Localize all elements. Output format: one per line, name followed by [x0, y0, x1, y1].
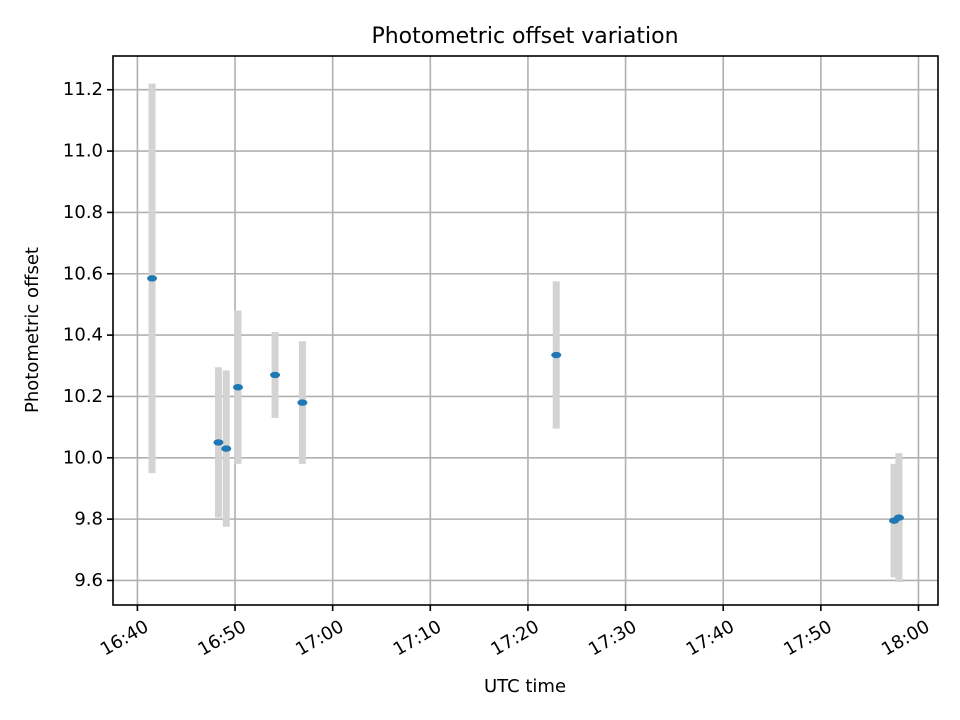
y-axis-label: Photometric offset: [22, 247, 43, 413]
data-point: [221, 445, 232, 452]
y-tick-label: 10.0: [63, 447, 103, 468]
y-axis-ticks: 9.6 9.8 10.0 10.2 10.4 10.6 10.8 11.0 11.2: [63, 79, 113, 591]
data-point: [893, 514, 904, 521]
x-tick-label: 16:50: [195, 616, 250, 660]
x-axis-ticks: 16:40 16:50 17:00 17:10 17:20 17:30 17:40 17:50…: [97, 605, 933, 660]
y-tick-label: 11.2: [63, 79, 103, 100]
x-tick-label: 17:30: [585, 616, 640, 660]
y-tick-label: 9.6: [74, 570, 103, 591]
data-point: [551, 351, 562, 359]
chart-title: Photometric offset variation: [371, 24, 678, 49]
y-tick-label: 10.2: [63, 386, 103, 407]
data-points: [147, 275, 904, 524]
error-bars: [148, 83, 903, 582]
x-tick-label: 17:50: [780, 616, 835, 660]
y-tick-label: 11.0: [63, 141, 103, 162]
x-tick-label: 18:00: [878, 616, 933, 660]
x-tick-label: 17:10: [390, 616, 445, 660]
y-tick-label: 10.6: [63, 263, 103, 284]
y-tick-label: 10.8: [63, 202, 103, 223]
y-tick-label: 9.8: [74, 509, 103, 530]
plot-frame: [112, 55, 939, 606]
grid-lines: [113, 56, 938, 605]
data-point: [232, 384, 243, 391]
data-point: [297, 399, 308, 406]
data-point: [213, 439, 224, 446]
data-point: [270, 371, 281, 379]
x-axis-label: UTC time: [484, 676, 566, 697]
x-tick-label: 17:00: [292, 616, 347, 660]
x-tick-label: 17:20: [487, 616, 542, 660]
x-tick-label: 16:40: [97, 616, 152, 660]
x-tick-label: 17:40: [683, 616, 738, 660]
data-point: [147, 275, 158, 282]
y-tick-label: 10.4: [63, 325, 103, 346]
